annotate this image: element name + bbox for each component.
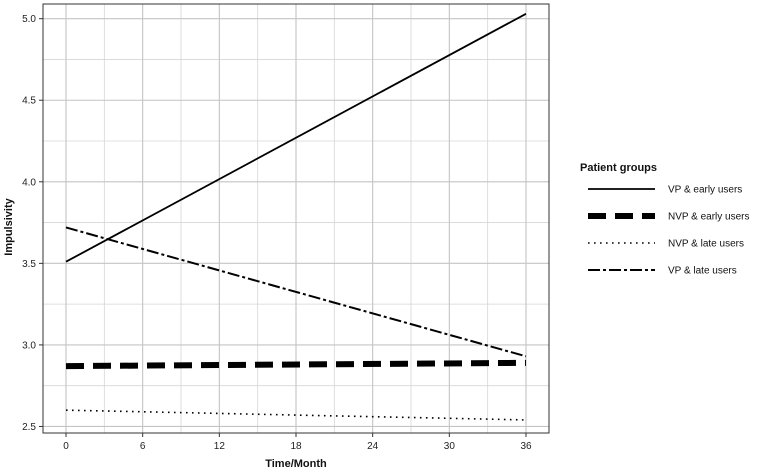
x-tick-label: 30 — [444, 441, 456, 452]
legend-label: VP & late users — [668, 266, 737, 277]
x-axis-title: Time/Month — [265, 458, 327, 470]
x-axis-ticks: 0 6 12 18 24 30 36 — [63, 433, 532, 452]
series-line-nvp-early-users — [65, 359, 527, 370]
series-line-vp-early-users — [65, 12, 527, 263]
y-tick-label: 3.0 — [22, 340, 36, 351]
grid-major-lines — [43, 4, 549, 433]
y-tick-label: 4.0 — [22, 177, 36, 188]
y-tick-label: 4.5 — [22, 96, 36, 107]
y-axis-ticks: 2.5 3.0 3.5 4.0 4.5 5.0 — [22, 14, 43, 433]
x-tick-label: 36 — [520, 441, 532, 452]
legend-label: NVP & early users — [668, 212, 750, 223]
x-tick-label: 24 — [367, 441, 379, 452]
x-tick-label: 0 — [63, 441, 69, 452]
y-tick-label: 3.5 — [22, 259, 36, 270]
legend-label: VP & early users — [668, 185, 742, 196]
legend-items: VP & early users NVP & early users NVP & l… — [588, 185, 750, 277]
series-line-vp-late-users — [65, 226, 527, 358]
legend: Patient groups VP & early users NVP & ear… — [580, 162, 750, 277]
legend-title: Patient groups — [580, 162, 657, 174]
x-tick-label: 12 — [214, 441, 226, 452]
y-tick-label: 5.0 — [22, 14, 36, 25]
x-tick-label: 18 — [290, 441, 302, 452]
legend-label: NVP & late users — [668, 239, 744, 250]
y-axis-title: Impulsivity — [3, 197, 15, 255]
series-layer — [65, 12, 527, 421]
x-tick-label: 6 — [140, 441, 146, 452]
y-tick-label: 2.5 — [22, 422, 36, 433]
